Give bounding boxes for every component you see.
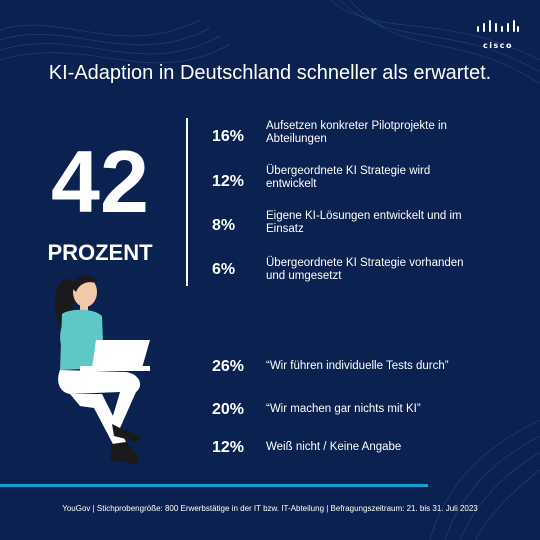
stat-percent: 6% [212,261,236,278]
stat-percent: 16% [212,128,245,145]
source-footnote: YouGov | Stichprobengröße: 800 Erwerbstä… [62,504,478,513]
highlight-number: 42 [51,132,149,231]
vertical-divider [186,118,188,286]
stat-percent: 12% [212,439,245,456]
stat-label: Übergeordnete KI Strategie wird entwicke… [266,165,431,190]
logo-wordmark: cisco [483,41,513,50]
stat-label: Eigene KI-Lösungen entwickelt und im Ein… [266,210,462,235]
stat-label: Aufsetzen konkreter Pilotprojekte in Abt… [266,120,447,145]
stat-percent: 26% [212,358,245,375]
stat-percent: 20% [212,401,245,418]
stat-percent: 12% [212,173,245,190]
woman-with-laptop-illustration [54,275,150,464]
stat-percent: 8% [212,217,236,234]
cisco-bars-icon [477,20,519,32]
accent-divider-line [0,484,428,487]
stat-label: Weiß nicht / Keine Angabe [266,441,402,453]
cisco-logo: cisco [476,20,520,50]
stat-label: Übergeordnete KI Strategie vorhanden und… [266,257,464,282]
highlight-unit: PROZENT [47,240,153,265]
stat-label: “Wir führen individuelle Tests durch” [266,360,449,372]
stat-label: “Wir machen gar nichts mit KI” [266,403,421,415]
page-title: KI-Adaption in Deutschland schneller als… [48,62,492,84]
